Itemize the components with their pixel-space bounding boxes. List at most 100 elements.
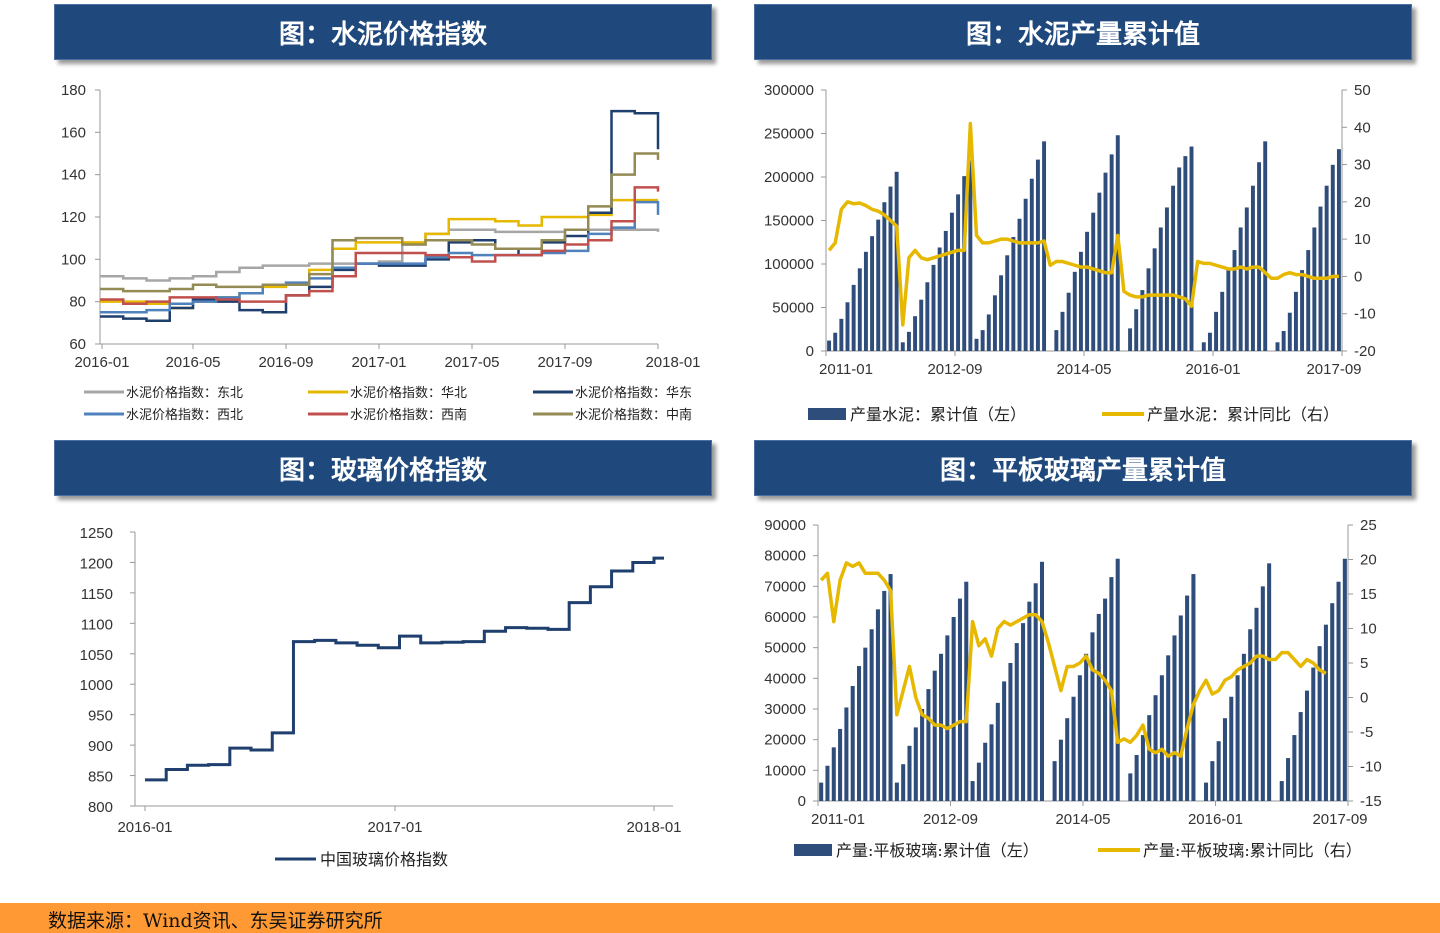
bar — [1336, 149, 1341, 351]
legend-bar-swatch — [808, 408, 846, 420]
y-tick-label: 140 — [61, 167, 86, 184]
cement-price-chart: 60 80 100 120 140 160 180 2016-01 2016-05 2016-09… — [0, 70, 720, 430]
bar — [1260, 586, 1265, 801]
bar — [986, 314, 991, 351]
y-tick-label: 60 — [69, 336, 86, 353]
bar — [1214, 311, 1219, 351]
legend-label: 水泥价格指数：西北 — [126, 407, 243, 423]
y-tick-label: 1150 — [81, 586, 113, 603]
x-tick-label: 2014-05 — [1055, 811, 1110, 828]
series-line — [100, 186, 660, 306]
bar — [1304, 690, 1310, 801]
x-tick-label: 2011-01 — [811, 811, 865, 828]
bar — [1054, 330, 1059, 351]
y-left-tick-label: 250000 — [764, 126, 814, 143]
y-right-tick-label: 15 — [1360, 586, 1377, 603]
bar — [919, 299, 924, 351]
legend-label: 产量:平板玻璃:累计值（左） — [836, 841, 1039, 860]
bar — [833, 332, 838, 351]
y-right-tick-label: 0 — [1354, 268, 1362, 285]
legend-bar-swatch — [794, 844, 832, 856]
bar — [939, 653, 944, 801]
bar — [1241, 653, 1246, 801]
bar — [1267, 563, 1272, 801]
bar — [1222, 718, 1227, 801]
x-tick-label: 2018-01 — [645, 354, 700, 371]
bar — [943, 230, 948, 351]
bar — [838, 728, 843, 801]
series-line — [145, 556, 664, 782]
bar — [1039, 561, 1045, 801]
y-tick-label: 100 — [61, 251, 86, 268]
y-left-tick-label: 300000 — [764, 82, 814, 99]
bar — [1281, 330, 1286, 351]
bar — [1235, 675, 1240, 801]
bar — [920, 709, 925, 801]
bar — [1084, 653, 1089, 801]
bar — [1185, 595, 1190, 801]
y-right-tick-label: 30 — [1354, 157, 1371, 174]
bar — [1293, 291, 1298, 351]
bar — [995, 702, 1000, 801]
bar — [1191, 574, 1196, 801]
bar — [1189, 146, 1194, 351]
bar — [1023, 198, 1028, 351]
y-tick-label: 180 — [61, 82, 86, 99]
x-tick-label: 2016-09 — [258, 354, 313, 371]
legend-label: 水泥价格指数：西南 — [350, 407, 467, 423]
x-tick-label: 2017-01 — [367, 819, 422, 836]
yoy-line — [819, 561, 1327, 758]
bar — [1065, 718, 1070, 801]
bar — [913, 727, 918, 801]
panel-title-glass-output: 图：平板玻璃产量累计值 — [754, 440, 1412, 496]
x-tick-label: 2016-01 — [74, 354, 129, 371]
y-right-tick-label: 20 — [1360, 552, 1377, 569]
bar — [1298, 712, 1303, 801]
legend-label: 水泥价格指数：东北 — [126, 385, 243, 401]
y-left-tick-label: 150000 — [764, 213, 814, 230]
bar — [1052, 761, 1057, 801]
y-left-tick-label: 70000 — [764, 578, 806, 595]
y-tick-label: 160 — [61, 124, 86, 141]
bar — [989, 724, 994, 801]
bar — [1134, 309, 1139, 351]
bar — [850, 686, 855, 801]
bar — [1172, 635, 1177, 801]
bar — [856, 666, 862, 801]
bar — [819, 782, 824, 801]
y-right-tick-label: -15 — [1360, 793, 1382, 810]
y-tick-label: 850 — [88, 769, 113, 786]
y-left-tick-label: 80000 — [764, 548, 806, 565]
bar — [1159, 675, 1164, 801]
bar — [1146, 268, 1151, 351]
y-left-tick-label: 50000 — [764, 640, 806, 657]
y-tick-label: 120 — [61, 209, 86, 226]
bar — [869, 629, 874, 801]
x-tick-label: 2016-01 — [1188, 811, 1243, 828]
bar — [1060, 311, 1065, 351]
bar — [901, 764, 906, 801]
y-tick-label: 1050 — [80, 647, 113, 664]
bar — [863, 251, 868, 351]
bar — [1128, 328, 1133, 351]
bar — [1279, 781, 1284, 801]
y-right-tick-label: 0 — [1360, 690, 1368, 707]
y-right-tick-label: -10 — [1360, 759, 1382, 776]
x-tick-label: 2016-01 — [1185, 361, 1240, 378]
bar — [825, 765, 830, 801]
bar — [882, 202, 887, 351]
bar — [1204, 782, 1209, 801]
legend-label: 产量:平板玻璃:累计同比（右） — [1143, 841, 1362, 860]
bar — [1323, 624, 1328, 801]
bar — [1153, 695, 1158, 801]
bar — [1078, 251, 1083, 351]
bar — [882, 590, 887, 801]
panel-title-glass-price: 图：玻璃价格指数 — [54, 440, 712, 496]
x-tick-label: 2017-01 — [351, 354, 406, 371]
bar — [1014, 643, 1019, 801]
bar — [949, 212, 954, 351]
source-footer: 数据来源：Wind资讯、东吴证券研究所 — [0, 903, 1440, 933]
y-tick-label: 800 — [88, 799, 113, 816]
bar — [1311, 667, 1316, 801]
y-left-tick-label: 100000 — [764, 256, 814, 273]
